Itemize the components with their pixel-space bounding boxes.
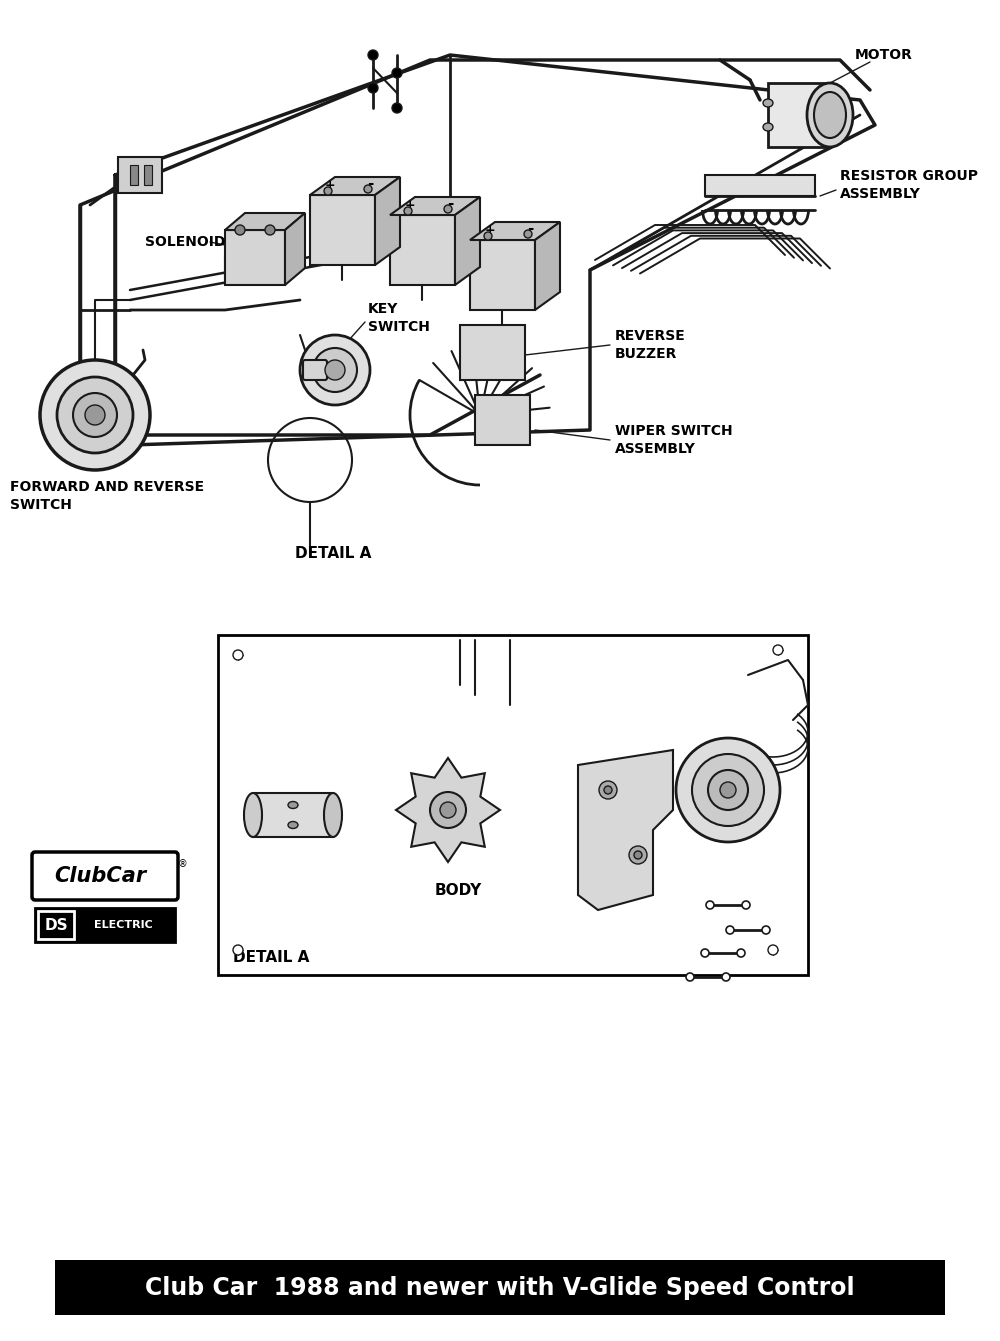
- Text: MOTOR: MOTOR: [855, 48, 913, 62]
- FancyBboxPatch shape: [118, 157, 162, 193]
- Ellipse shape: [814, 93, 846, 138]
- Circle shape: [392, 103, 402, 113]
- Polygon shape: [285, 213, 305, 286]
- Circle shape: [40, 359, 150, 469]
- Ellipse shape: [288, 802, 298, 809]
- Circle shape: [629, 846, 647, 864]
- Circle shape: [604, 786, 612, 794]
- Circle shape: [325, 359, 345, 380]
- Circle shape: [364, 185, 372, 193]
- Circle shape: [742, 901, 750, 909]
- Circle shape: [430, 793, 466, 827]
- Text: KEY
SWITCH: KEY SWITCH: [368, 302, 430, 334]
- Bar: [705, 174, 815, 196]
- Circle shape: [708, 770, 748, 810]
- Text: +: +: [325, 178, 335, 192]
- Circle shape: [324, 186, 332, 194]
- Text: -: -: [367, 176, 373, 190]
- Text: -: -: [447, 196, 453, 211]
- Polygon shape: [375, 177, 400, 266]
- Circle shape: [368, 50, 378, 60]
- Circle shape: [720, 782, 736, 798]
- Circle shape: [404, 207, 412, 215]
- Circle shape: [737, 949, 745, 957]
- Text: DS: DS: [44, 917, 68, 932]
- FancyBboxPatch shape: [303, 359, 327, 380]
- Circle shape: [768, 945, 778, 955]
- Bar: [130, 165, 138, 185]
- Circle shape: [692, 754, 764, 826]
- Ellipse shape: [244, 793, 262, 837]
- Circle shape: [85, 405, 105, 425]
- Polygon shape: [225, 213, 305, 231]
- Circle shape: [300, 335, 370, 405]
- Circle shape: [265, 225, 275, 235]
- Text: DETAIL A: DETAIL A: [233, 949, 309, 964]
- Circle shape: [599, 780, 617, 799]
- FancyBboxPatch shape: [460, 325, 525, 380]
- Polygon shape: [455, 197, 480, 286]
- Polygon shape: [396, 758, 500, 862]
- Circle shape: [722, 974, 730, 982]
- Circle shape: [701, 949, 709, 957]
- Circle shape: [368, 83, 378, 93]
- Circle shape: [57, 377, 133, 453]
- Polygon shape: [390, 197, 480, 215]
- Ellipse shape: [288, 822, 298, 829]
- Circle shape: [706, 901, 714, 909]
- Ellipse shape: [763, 99, 773, 107]
- FancyBboxPatch shape: [35, 908, 175, 941]
- FancyBboxPatch shape: [38, 911, 74, 939]
- Text: ®: ®: [178, 860, 188, 869]
- Polygon shape: [225, 231, 285, 286]
- Text: +: +: [485, 224, 495, 236]
- Polygon shape: [578, 750, 673, 911]
- Circle shape: [762, 927, 770, 933]
- Circle shape: [233, 650, 243, 660]
- Circle shape: [313, 349, 357, 392]
- Text: RESISTOR GROUP
ASSEMBLY: RESISTOR GROUP ASSEMBLY: [840, 169, 978, 201]
- Circle shape: [484, 232, 492, 240]
- Text: +: +: [405, 198, 415, 212]
- Text: DETAIL A: DETAIL A: [295, 546, 371, 561]
- Circle shape: [444, 205, 452, 213]
- Circle shape: [235, 225, 245, 235]
- FancyBboxPatch shape: [253, 793, 333, 837]
- Bar: [144, 165, 152, 185]
- Text: REVERSE
BUZZER: REVERSE BUZZER: [615, 329, 686, 361]
- FancyBboxPatch shape: [32, 852, 178, 900]
- Circle shape: [392, 68, 402, 78]
- Text: BODY: BODY: [434, 882, 482, 897]
- Bar: [55, 1261, 945, 1316]
- Text: Club Car  1988 and newer with V-Glide Speed Control: Club Car 1988 and newer with V-Glide Spe…: [145, 1275, 855, 1299]
- Polygon shape: [310, 177, 400, 194]
- Ellipse shape: [807, 83, 853, 148]
- Circle shape: [676, 738, 780, 842]
- Circle shape: [233, 945, 243, 955]
- Circle shape: [440, 802, 456, 818]
- Circle shape: [773, 645, 783, 654]
- Circle shape: [726, 927, 734, 933]
- Polygon shape: [310, 194, 375, 266]
- Text: SOLENOID: SOLENOID: [145, 235, 225, 249]
- Ellipse shape: [324, 793, 342, 837]
- Circle shape: [524, 231, 532, 237]
- Text: -: -: [527, 220, 533, 236]
- Circle shape: [686, 974, 694, 982]
- Polygon shape: [470, 223, 560, 240]
- Circle shape: [634, 852, 642, 860]
- Circle shape: [73, 393, 117, 437]
- Text: FORWARD AND REVERSE
SWITCH: FORWARD AND REVERSE SWITCH: [10, 480, 204, 512]
- Bar: [218, 636, 808, 975]
- Ellipse shape: [763, 123, 773, 131]
- FancyBboxPatch shape: [768, 83, 830, 148]
- Text: WIPER SWITCH
ASSEMBLY: WIPER SWITCH ASSEMBLY: [615, 424, 733, 456]
- Polygon shape: [470, 240, 535, 310]
- FancyBboxPatch shape: [475, 396, 530, 445]
- Text: ELECTRIC: ELECTRIC: [94, 920, 152, 931]
- Polygon shape: [390, 215, 455, 286]
- Polygon shape: [535, 223, 560, 310]
- Text: ClubCar: ClubCar: [54, 866, 146, 886]
